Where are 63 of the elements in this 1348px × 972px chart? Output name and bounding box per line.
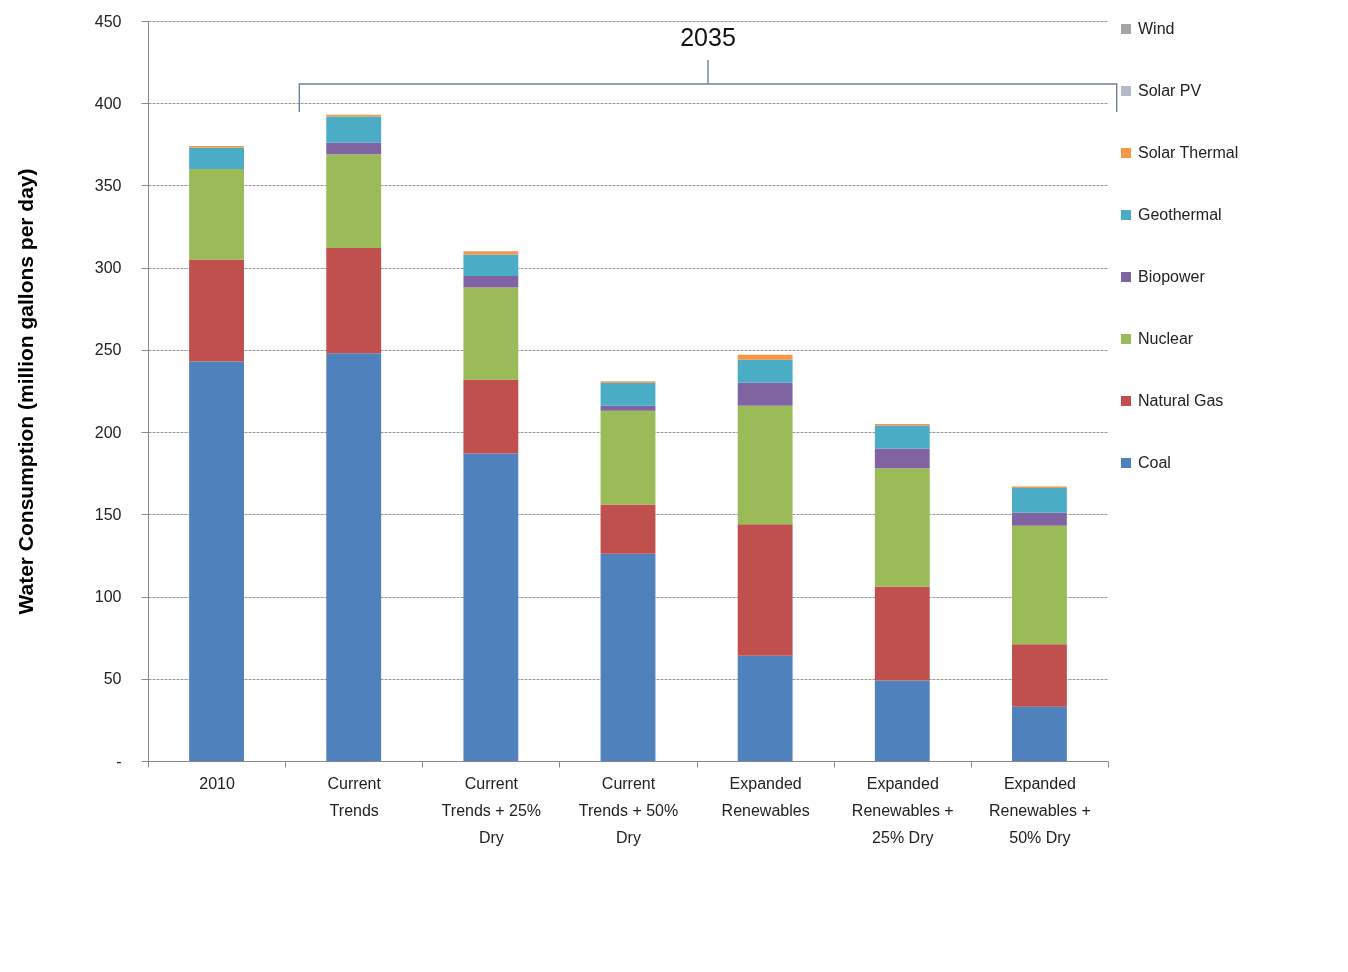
legend-label: Coal xyxy=(1138,454,1171,471)
bar xyxy=(463,287,519,380)
bar xyxy=(1012,512,1067,526)
legend-label: Geothermal xyxy=(1138,206,1222,223)
bar xyxy=(326,116,382,143)
bar xyxy=(326,142,382,155)
y-tick-label: 450 xyxy=(94,12,122,30)
x-tick-label: Current Trends + 25% Dry xyxy=(441,774,542,846)
y-tick-label: 400 xyxy=(94,94,122,112)
bar xyxy=(1012,488,1067,513)
bar xyxy=(189,147,244,169)
y-axis-title: Water Consumption (million gallons per day) xyxy=(13,168,37,615)
x-tick-label: 2010 xyxy=(199,774,235,792)
bar xyxy=(463,254,519,276)
bar xyxy=(874,425,930,449)
bar xyxy=(874,448,930,469)
legend-label: Solar Thermal xyxy=(1138,144,1239,161)
bar xyxy=(463,275,519,288)
bar xyxy=(326,247,382,354)
bar xyxy=(1012,706,1067,761)
bar xyxy=(600,504,656,554)
y-tick-label: - xyxy=(116,752,122,770)
legend-label: Biopower xyxy=(1138,268,1206,285)
bar xyxy=(600,410,656,505)
x-tick-label: Expanded Renewables + 50% Dry xyxy=(989,774,1091,846)
bar xyxy=(463,453,519,761)
y-tick-label: 150 xyxy=(94,505,122,523)
bar xyxy=(737,524,793,656)
bar xyxy=(326,154,382,248)
x-tick-label: Current Trends xyxy=(327,774,382,819)
bar xyxy=(189,259,244,362)
legend-label: Natural Gas xyxy=(1138,392,1224,409)
bar xyxy=(874,680,930,761)
bar xyxy=(1012,644,1067,707)
annotation: 2035 xyxy=(680,23,736,51)
bar xyxy=(737,405,793,525)
bar xyxy=(600,405,656,411)
y-tick-label: 50 xyxy=(103,670,122,688)
legend-label: Solar PV xyxy=(1138,82,1202,99)
bar xyxy=(463,251,519,255)
bar xyxy=(874,586,930,681)
legend-label: Nuclear xyxy=(1138,330,1194,347)
bar xyxy=(737,359,793,383)
x-tick-label: Current Trends + 50% Dry xyxy=(578,774,679,846)
y-tick-label: 250 xyxy=(94,341,122,359)
bar xyxy=(189,361,244,761)
x-tick-label: Expanded Renewables + 25% Dry xyxy=(851,774,954,846)
y-tick-label: 300 xyxy=(94,259,122,277)
y-tick-label: 350 xyxy=(94,176,122,194)
x-tick-label: Expanded Renewables xyxy=(721,774,810,819)
bar xyxy=(326,353,382,761)
legend-label: Wind xyxy=(1138,20,1175,37)
bar xyxy=(737,655,793,761)
bar xyxy=(874,468,930,587)
y-tick-label: 100 xyxy=(94,588,122,606)
bar xyxy=(737,382,793,406)
bar xyxy=(1012,525,1067,645)
bar xyxy=(600,553,656,761)
bar xyxy=(189,169,244,260)
y-tick-label: 200 xyxy=(94,423,122,441)
bar xyxy=(600,382,656,406)
bar xyxy=(463,379,519,454)
bar xyxy=(737,354,793,360)
